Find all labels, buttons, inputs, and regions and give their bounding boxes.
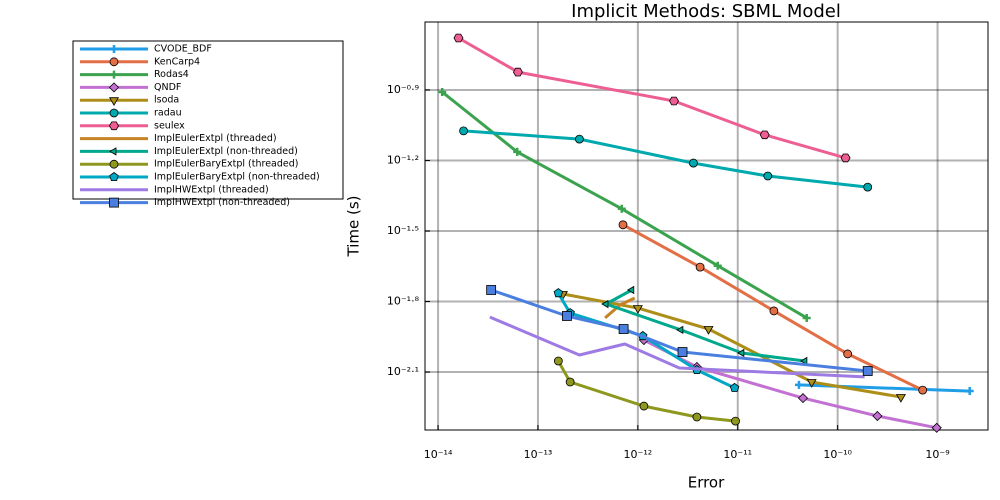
marker xyxy=(512,67,523,77)
marker xyxy=(639,401,649,411)
marker xyxy=(918,385,928,395)
marker xyxy=(618,220,628,230)
marker xyxy=(800,356,808,366)
marker xyxy=(677,347,688,357)
x-tick-label: 10⁻¹⁴ xyxy=(424,448,453,461)
marker xyxy=(863,182,873,192)
marker xyxy=(802,313,811,322)
legend-box xyxy=(72,40,344,200)
marker xyxy=(676,325,684,334)
legend-label: ImplHWExtpl (non-threaded) xyxy=(154,197,290,208)
marker xyxy=(806,379,817,388)
marker xyxy=(763,171,773,181)
legend-label: ImplEulerExtpl (threaded) xyxy=(154,133,277,144)
x-axis-label: Error xyxy=(688,474,725,492)
marker xyxy=(110,70,118,79)
marker xyxy=(553,356,563,366)
marker xyxy=(575,134,584,144)
marker xyxy=(459,126,468,136)
x-tick-label: 10⁻¹² xyxy=(624,448,653,461)
legend-label: KenCarp4 xyxy=(154,56,200,67)
marker xyxy=(110,45,118,53)
y-tick-label: 10⁻¹·⁵ xyxy=(387,224,419,237)
marker xyxy=(108,82,120,93)
series-line xyxy=(798,383,970,393)
y-tick-label: 10⁻⁰·⁹ xyxy=(387,83,419,96)
marker xyxy=(109,172,119,182)
x-tick-label: 10⁻¹³ xyxy=(524,448,553,461)
marker xyxy=(109,147,117,156)
marker xyxy=(601,299,609,309)
x-tick-label: 10⁻⁹ xyxy=(925,448,949,461)
y-axis-label: Time (s) xyxy=(345,196,363,258)
series-line xyxy=(457,36,847,160)
series-line xyxy=(489,315,865,379)
marker xyxy=(669,96,679,106)
marker xyxy=(794,380,803,389)
marker xyxy=(618,324,629,334)
series-line xyxy=(441,90,808,320)
marker xyxy=(695,262,705,272)
marker xyxy=(737,348,745,358)
marker xyxy=(965,387,974,396)
marker xyxy=(713,261,722,270)
marker xyxy=(553,288,564,298)
marker xyxy=(797,393,809,404)
legend-label: ImplEulerExtpl (non-threaded) xyxy=(154,146,298,157)
marker xyxy=(843,349,853,359)
y-tick-label: 10⁻²·¹ xyxy=(387,365,419,378)
marker xyxy=(513,147,522,156)
legend-label: CVODE_BDF xyxy=(154,44,212,55)
marker xyxy=(769,306,779,316)
legend-label: seulex xyxy=(154,120,185,131)
marker xyxy=(109,108,119,118)
legend-label: ImplHWExtpl (threaded) xyxy=(154,184,269,195)
marker xyxy=(689,158,698,168)
marker xyxy=(565,377,575,387)
legend-label: lsoda xyxy=(154,95,179,106)
legend-label: QNDF xyxy=(154,82,181,93)
marker xyxy=(632,305,643,314)
series-line xyxy=(604,296,636,320)
marker xyxy=(729,382,740,392)
legend-label: Rodas4 xyxy=(154,69,189,80)
marker xyxy=(931,422,942,433)
y-tick-label: 10⁻¹·⁸ xyxy=(387,294,420,307)
legend-label: ImplEulerBaryExtpl (non-threaded) xyxy=(154,172,320,183)
marker xyxy=(862,366,873,376)
chart-title: Implicit Methods: SBML Model xyxy=(571,1,841,22)
legend-label: radau xyxy=(154,108,182,119)
marker xyxy=(759,130,770,140)
marker xyxy=(109,121,119,131)
marker xyxy=(703,326,714,335)
marker xyxy=(617,204,626,213)
marker xyxy=(692,412,702,422)
x-tick-label: 10⁻¹¹ xyxy=(723,448,752,461)
marker xyxy=(486,285,497,295)
series-line xyxy=(463,129,868,189)
marker xyxy=(453,33,464,43)
marker xyxy=(109,197,119,208)
marker xyxy=(731,416,740,426)
marker xyxy=(109,159,119,169)
marker xyxy=(626,285,635,295)
marker xyxy=(109,57,119,67)
marker xyxy=(438,88,447,97)
marker xyxy=(109,97,119,107)
marker xyxy=(895,394,906,403)
marker xyxy=(840,153,851,163)
y-tick-label: 10⁻¹·² xyxy=(387,153,419,166)
marker xyxy=(562,311,572,321)
x-tick-label: 10⁻¹⁰ xyxy=(823,448,852,461)
plot-frame xyxy=(424,21,989,431)
legend-label: ImplEulerBaryExtpl (threaded) xyxy=(154,159,298,170)
marker xyxy=(872,410,883,422)
